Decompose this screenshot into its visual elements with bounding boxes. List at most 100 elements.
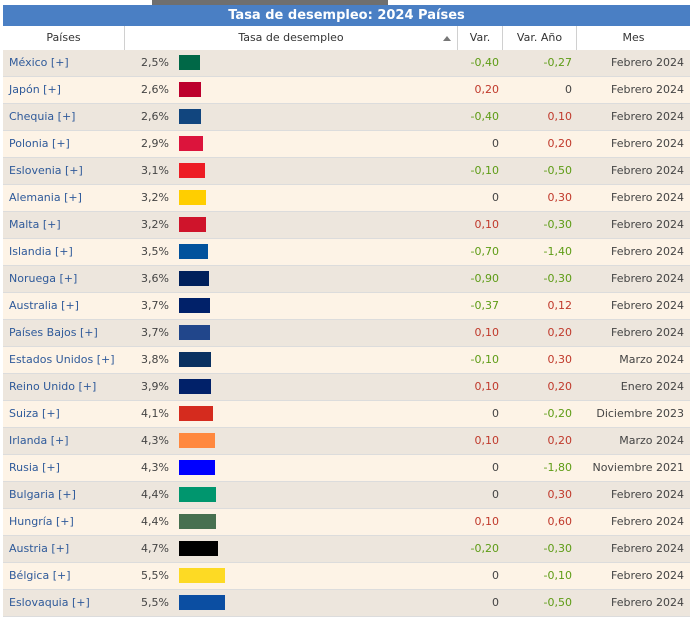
rate-bar	[179, 298, 210, 313]
var-year-value: -1,40	[543, 245, 572, 258]
table-row: Estados Unidos [+] 3,8% -0,10 0,30 Marzo 202…	[3, 347, 690, 374]
var-year-value: -0,30	[543, 272, 572, 285]
column-header-rate[interactable]: Tasa de desempleo	[125, 26, 458, 50]
table-row: México [+] 2,5% -0,40 -0,27 Febrero 2024	[3, 50, 690, 77]
country-link[interactable]: Malta [+]	[9, 218, 61, 231]
month-value: Febrero 2024	[610, 83, 684, 96]
column-header-countries[interactable]: Países	[3, 26, 125, 50]
var-value: -0,90	[470, 272, 499, 285]
var-value: -0,37	[470, 299, 499, 312]
rate-value: 3,5%	[141, 245, 169, 258]
country-link[interactable]: Hungría [+]	[9, 515, 74, 528]
table-row: Japón [+] 2,6% 0,20 0 Febrero 2024	[3, 77, 690, 104]
country-link[interactable]: México [+]	[9, 56, 69, 69]
month-value: Marzo 2024	[619, 434, 684, 447]
column-header-month[interactable]: Mes	[622, 31, 645, 44]
rate-value: 4,3%	[141, 434, 169, 447]
rate-value: 2,6%	[141, 110, 169, 123]
var-value: 0,10	[474, 434, 500, 447]
month-value: Febrero 2024	[610, 245, 684, 258]
rate-bar	[179, 271, 209, 286]
country-link[interactable]: Austria [+]	[9, 542, 70, 555]
month-value: Febrero 2024	[610, 56, 684, 69]
country-link[interactable]: Islandia [+]	[9, 245, 73, 258]
rate-bar	[179, 325, 210, 340]
rate-bar	[179, 244, 208, 259]
rate-bar	[179, 190, 206, 205]
country-link[interactable]: Irlanda [+]	[9, 434, 69, 447]
country-link[interactable]: Chequia [+]	[9, 110, 76, 123]
country-link[interactable]: Estados Unidos [+]	[9, 353, 115, 366]
table-row: Bulgaria [+] 4,4% 0 0,30 Febrero 2024	[3, 482, 690, 509]
month-value: Noviembre 2021	[592, 461, 684, 474]
rate-value: 3,7%	[141, 299, 169, 312]
table-row: Eslovenia [+] 3,1% -0,10 -0,50 Febrero 2024	[3, 158, 690, 185]
var-value: -0,70	[470, 245, 499, 258]
var-year-value: 0,10	[547, 110, 573, 123]
country-link[interactable]: Australia [+]	[9, 299, 79, 312]
country-link[interactable]: Eslovaquia [+]	[9, 596, 90, 609]
country-link[interactable]: Rusia [+]	[9, 461, 60, 474]
month-value: Febrero 2024	[610, 326, 684, 339]
var-year-value: 0,20	[547, 137, 573, 150]
table-row: Noruega [+] 3,6% -0,90 -0,30 Febrero 2024	[3, 266, 690, 293]
month-value: Febrero 2024	[610, 299, 684, 312]
var-year-value: -0,30	[543, 218, 572, 231]
var-year-value: 0,30	[547, 353, 573, 366]
month-value: Febrero 2024	[610, 218, 684, 231]
var-year-value: -1,80	[543, 461, 572, 474]
var-value: 0,10	[474, 326, 500, 339]
country-link[interactable]: Países Bajos [+]	[9, 326, 98, 339]
var-value: 0	[492, 407, 499, 420]
var-year-value: -0,27	[543, 56, 572, 69]
rate-value: 5,5%	[141, 596, 169, 609]
table-row: Australia [+] 3,7% -0,37 0,12 Febrero 2024	[3, 293, 690, 320]
column-header-var-year[interactable]: Var. Año	[503, 26, 577, 50]
month-value: Enero 2024	[620, 380, 684, 393]
country-link[interactable]: Suiza [+]	[9, 407, 60, 420]
rate-bar	[179, 217, 206, 232]
rate-bar	[179, 514, 216, 529]
rate-value: 3,2%	[141, 191, 169, 204]
rate-bar	[179, 433, 215, 448]
month-value: Febrero 2024	[610, 569, 684, 582]
var-year-value: -0,50	[543, 164, 572, 177]
rate-value: 4,7%	[141, 542, 169, 555]
var-year-value: -0,30	[543, 542, 572, 555]
sort-ascending-icon[interactable]	[443, 36, 451, 41]
var-value: 0	[492, 596, 499, 609]
rate-bar	[179, 595, 225, 610]
country-link[interactable]: Bélgica [+]	[9, 569, 71, 582]
rate-bar	[179, 82, 201, 97]
table-body: México [+] 2,5% -0,40 -0,27 Febrero 2024 Japó…	[3, 50, 690, 617]
var-value: -0,40	[470, 56, 499, 69]
rate-bar	[179, 55, 200, 70]
month-value: Febrero 2024	[610, 542, 684, 555]
var-value: -0,10	[470, 164, 499, 177]
var-year-value: 0,20	[547, 326, 573, 339]
month-value: Febrero 2024	[610, 137, 684, 150]
country-link[interactable]: Japón [+]	[9, 83, 61, 96]
rate-bar	[179, 163, 205, 178]
rate-bar	[179, 136, 203, 151]
table-title: Tasa de desempleo: 2024 Países	[3, 5, 690, 26]
table-row: Rusia [+] 4,3% 0 -1,80 Noviembre 2021	[3, 455, 690, 482]
country-link[interactable]: Eslovenia [+]	[9, 164, 83, 177]
var-value: -0,10	[470, 353, 499, 366]
rate-value: 3,7%	[141, 326, 169, 339]
rate-value: 2,9%	[141, 137, 169, 150]
country-link[interactable]: Noruega [+]	[9, 272, 78, 285]
rate-value: 4,4%	[141, 515, 169, 528]
table-row: Islandia [+] 3,5% -0,70 -1,40 Febrero 2024	[3, 239, 690, 266]
country-link[interactable]: Bulgaria [+]	[9, 488, 76, 501]
month-value: Febrero 2024	[610, 515, 684, 528]
country-link[interactable]: Polonia [+]	[9, 137, 70, 150]
rate-bar	[179, 406, 213, 421]
country-link[interactable]: Alemania [+]	[9, 191, 82, 204]
column-header-rate-label: Tasa de desempleo	[238, 31, 344, 44]
column-header-var[interactable]: Var.	[458, 26, 503, 50]
country-link[interactable]: Reino Unido [+]	[9, 380, 97, 393]
var-value: 0	[492, 461, 499, 474]
var-value: -0,40	[470, 110, 499, 123]
var-value: 0	[492, 488, 499, 501]
